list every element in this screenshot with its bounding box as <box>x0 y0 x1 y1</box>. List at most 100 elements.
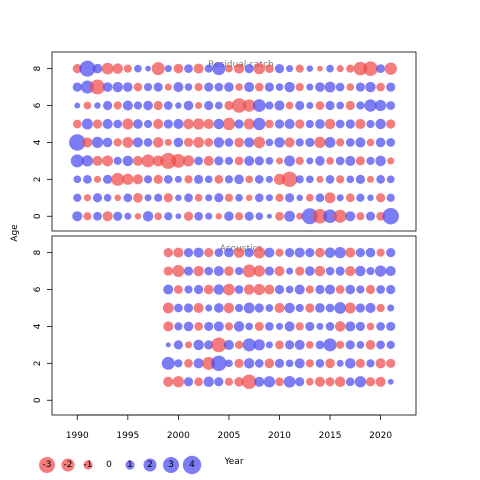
bubble <box>264 284 275 295</box>
bubble <box>184 64 193 73</box>
bubble <box>374 265 387 277</box>
bubble <box>305 359 314 368</box>
bubble <box>265 175 273 183</box>
bubble <box>254 321 264 332</box>
bubble <box>334 321 346 332</box>
bubble <box>324 192 336 204</box>
bubble <box>346 64 355 73</box>
bubble <box>305 377 314 386</box>
bubble <box>111 172 125 186</box>
bubble <box>345 266 356 277</box>
bubble <box>225 64 233 73</box>
bubble <box>284 321 295 332</box>
bubble <box>306 83 314 91</box>
bubble <box>324 118 336 130</box>
bubble <box>79 60 96 77</box>
bubble <box>81 155 94 167</box>
bubble <box>305 266 315 276</box>
bubble <box>194 82 203 92</box>
bubble <box>133 192 143 203</box>
bubble <box>184 175 193 184</box>
bubble <box>164 83 172 91</box>
x-tick-label: 2000 <box>167 431 190 441</box>
bubble <box>265 194 273 202</box>
bubble <box>274 119 285 129</box>
bubble <box>274 64 285 74</box>
bubble <box>264 266 274 276</box>
bubble <box>134 64 142 73</box>
bubble <box>306 65 314 72</box>
bubble <box>163 193 173 203</box>
bubble <box>335 156 345 166</box>
bubble <box>151 62 165 76</box>
bubble <box>253 339 265 351</box>
bubble <box>142 211 154 222</box>
bubble <box>223 283 235 296</box>
bubble <box>275 193 284 202</box>
bubble <box>355 303 365 313</box>
bubble <box>205 304 213 312</box>
bubble <box>134 212 142 220</box>
legend-label: 0 <box>106 460 112 470</box>
bubble <box>255 212 264 221</box>
bubble <box>74 102 81 109</box>
bubble <box>172 265 185 278</box>
bubble <box>315 101 325 110</box>
bubble <box>163 266 173 276</box>
bubble <box>305 175 314 184</box>
bubble <box>317 65 323 72</box>
bubble <box>366 175 375 183</box>
legend-bubble <box>163 457 179 473</box>
legend: -3 -2 -1 0 1 2 3 4 <box>39 455 202 475</box>
bubble <box>386 248 396 258</box>
bubble <box>132 174 143 185</box>
bubble <box>184 358 193 368</box>
bubble <box>205 212 213 220</box>
bubble <box>387 304 395 312</box>
bubble <box>154 212 163 221</box>
bubble <box>184 83 193 91</box>
bubble <box>215 212 223 220</box>
bubble <box>122 100 133 111</box>
bubble <box>345 284 356 295</box>
bubble <box>314 265 326 277</box>
bubble <box>253 136 266 149</box>
y-tick-label: 4 <box>33 139 43 145</box>
bubble <box>366 156 375 165</box>
bubble <box>295 119 305 129</box>
bubble <box>213 266 224 277</box>
bubble <box>214 303 224 313</box>
bubble <box>355 358 365 368</box>
bubble <box>102 82 113 92</box>
bubble <box>346 83 355 91</box>
bubble <box>284 155 296 167</box>
bubble <box>386 101 396 110</box>
bubble <box>244 211 254 221</box>
bubble <box>224 322 234 331</box>
bubble <box>296 212 304 220</box>
bubble <box>203 284 214 295</box>
bubble <box>143 100 153 111</box>
bubble <box>386 119 396 129</box>
bubble <box>305 303 315 313</box>
bubble <box>204 175 213 184</box>
bubble <box>244 82 255 93</box>
bubble <box>365 340 376 350</box>
bubble <box>212 62 226 76</box>
bubble <box>364 99 377 112</box>
bubble <box>143 82 153 92</box>
bubble <box>161 356 175 370</box>
bubble <box>83 101 92 110</box>
bubble <box>386 358 396 368</box>
x-axis: 1990 1995 2000 2005 2010 2015 2020 <box>66 414 392 441</box>
bubble <box>354 376 367 388</box>
bubble <box>265 64 274 73</box>
bubble <box>173 63 184 74</box>
bubble <box>194 174 204 184</box>
bubble <box>183 321 194 332</box>
bubble <box>281 171 298 188</box>
bubble <box>242 264 256 278</box>
bubble <box>231 98 247 113</box>
bubble <box>72 64 82 74</box>
